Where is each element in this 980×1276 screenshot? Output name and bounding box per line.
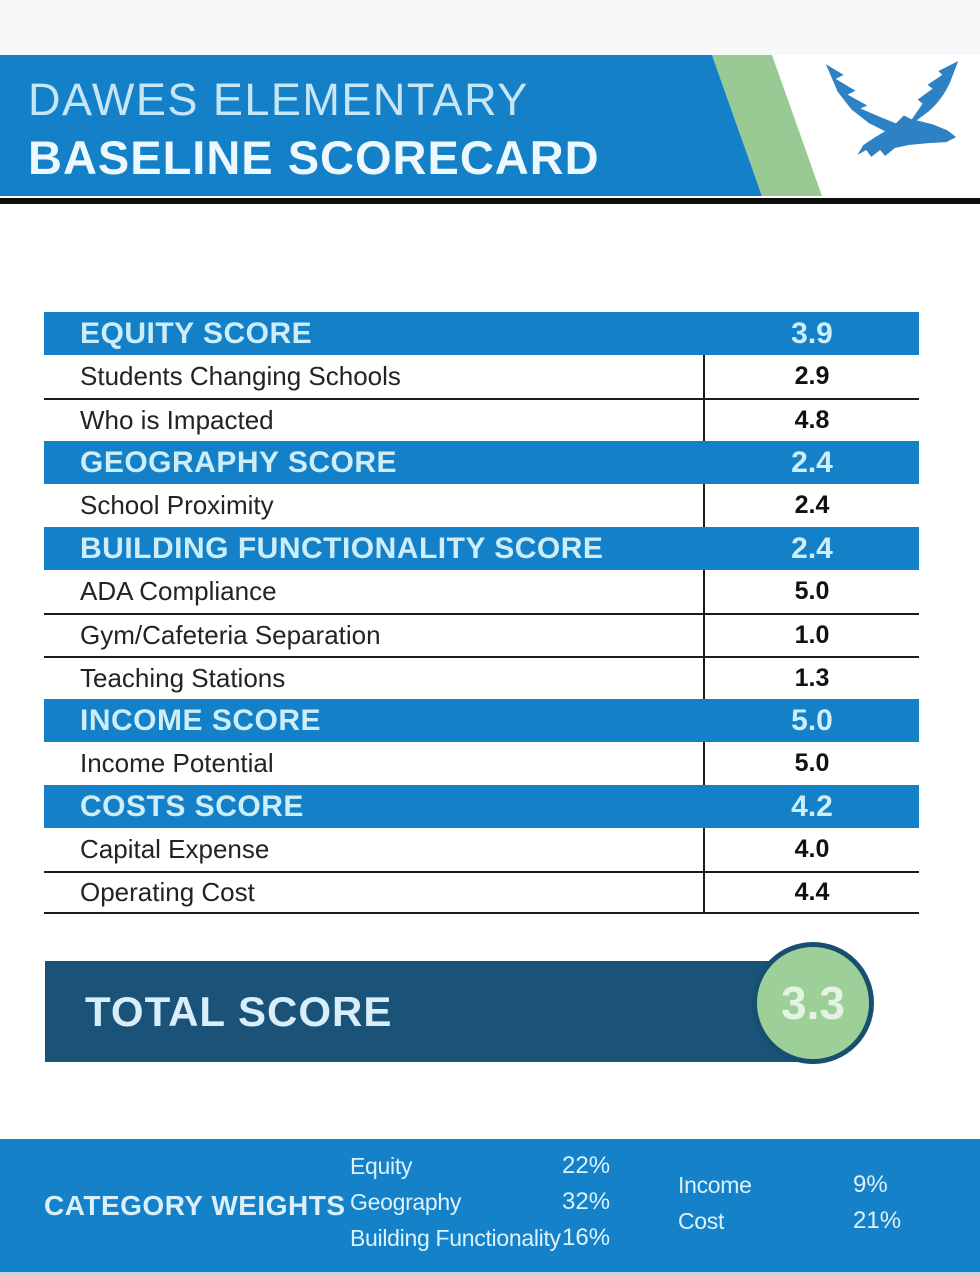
row-score: 2.4 bbox=[794, 491, 830, 519]
row-label: Gym/Cafeteria Separation bbox=[44, 615, 705, 656]
report-title: BASELINE SCORECARD bbox=[28, 131, 600, 184]
row-label: Teaching Stations bbox=[44, 658, 705, 699]
section-label: BUILDING FUNCTIONALITY SCORE bbox=[80, 531, 604, 565]
section-score: 5.0 bbox=[791, 703, 833, 737]
page-top-margin bbox=[0, 0, 980, 55]
weights-column-right: Income 9% Cost 21% bbox=[678, 1167, 918, 1239]
weight-row: Geography 32% bbox=[350, 1184, 612, 1220]
weight-value: 16% bbox=[562, 1224, 611, 1251]
header-divider-rule bbox=[0, 198, 980, 204]
row-score: 1.0 bbox=[794, 621, 830, 649]
table-row: ADA Compliance 5.0 bbox=[44, 570, 919, 613]
row-label: ADA Compliance bbox=[44, 570, 705, 613]
weight-value: 9% bbox=[853, 1171, 888, 1198]
row-score: 5.0 bbox=[794, 749, 830, 777]
category-weights-title: CATEGORY WEIGHTS bbox=[44, 1189, 346, 1221]
row-score: 4.0 bbox=[794, 835, 830, 863]
category-weights-banner: CATEGORY WEIGHTS Equity 22% Geography 32… bbox=[0, 1139, 980, 1276]
row-label: Operating Cost bbox=[44, 873, 705, 912]
page-bottom-edge bbox=[0, 1272, 980, 1276]
table-row: School Proximity 2.4 bbox=[44, 484, 919, 527]
total-score-label: TOTAL SCORE bbox=[85, 987, 393, 1035]
section-score: 2.4 bbox=[791, 531, 833, 565]
school-name: DAWES ELEMENTARY bbox=[28, 74, 529, 125]
section-score: 2.4 bbox=[791, 445, 833, 479]
section-label: INCOME SCORE bbox=[80, 703, 322, 737]
section-label: COSTS SCORE bbox=[80, 789, 304, 823]
section-header-equity: EQUITY SCORE 3.9 bbox=[44, 312, 919, 355]
row-score: 1.3 bbox=[794, 664, 830, 692]
section-header-costs: COSTS SCORE 4.2 bbox=[44, 785, 919, 828]
total-score-banner: TOTAL SCORE bbox=[45, 961, 797, 1062]
weights-column-left: Equity 22% Geography 32% Building Functi… bbox=[350, 1148, 612, 1256]
total-score-badge: 3.3 bbox=[752, 942, 874, 1064]
table-row: Students Changing Schools 2.9 bbox=[44, 355, 919, 398]
eagle-logo-icon bbox=[825, 61, 959, 157]
weight-label: Building Functionality bbox=[350, 1224, 561, 1251]
section-score: 4.2 bbox=[791, 789, 833, 823]
weight-label: Income bbox=[678, 1171, 752, 1198]
row-score: 5.0 bbox=[794, 577, 830, 605]
table-row: Gym/Cafeteria Separation 1.0 bbox=[44, 613, 919, 656]
row-score: 4.8 bbox=[794, 406, 830, 434]
row-label: Students Changing Schools bbox=[44, 355, 705, 398]
section-header-income: INCOME SCORE 5.0 bbox=[44, 699, 919, 742]
weight-value: 21% bbox=[853, 1207, 902, 1234]
weight-label: Equity bbox=[350, 1152, 413, 1179]
section-header-geography: GEOGRAPHY SCORE 2.4 bbox=[44, 441, 919, 484]
weight-value: 22% bbox=[562, 1152, 611, 1179]
row-label: Income Potential bbox=[44, 742, 705, 785]
row-score: 4.4 bbox=[794, 878, 830, 906]
total-score-value: 3.3 bbox=[781, 977, 845, 1029]
header-banner: DAWES ELEMENTARY BASELINE SCORECARD bbox=[0, 55, 762, 196]
table-row: Who is Impacted 4.8 bbox=[44, 398, 919, 441]
score-table: EQUITY SCORE 3.9 Students Changing Schoo… bbox=[44, 312, 919, 914]
table-row: Capital Expense 4.0 bbox=[44, 828, 919, 871]
section-header-building-functionality: BUILDING FUNCTIONALITY SCORE 2.4 bbox=[44, 527, 919, 570]
weight-row: Building Functionality 16% bbox=[350, 1220, 612, 1256]
weight-label: Cost bbox=[678, 1207, 725, 1234]
row-label: School Proximity bbox=[44, 484, 705, 527]
section-label: GEOGRAPHY SCORE bbox=[80, 445, 398, 479]
table-row: Operating Cost 4.4 bbox=[44, 871, 919, 914]
weight-row: Equity 22% bbox=[350, 1148, 612, 1184]
section-score: 3.9 bbox=[791, 316, 833, 350]
row-label: Who is Impacted bbox=[44, 400, 705, 441]
table-row: Teaching Stations 1.3 bbox=[44, 656, 919, 699]
section-label: EQUITY SCORE bbox=[80, 316, 313, 350]
weight-label: Geography bbox=[350, 1188, 462, 1215]
weight-row: Cost 21% bbox=[678, 1203, 918, 1239]
row-label: Capital Expense bbox=[44, 828, 705, 871]
weight-value: 32% bbox=[562, 1188, 611, 1215]
weight-row: Income 9% bbox=[678, 1167, 918, 1203]
row-score: 2.9 bbox=[794, 362, 830, 390]
table-row: Income Potential 5.0 bbox=[44, 742, 919, 785]
